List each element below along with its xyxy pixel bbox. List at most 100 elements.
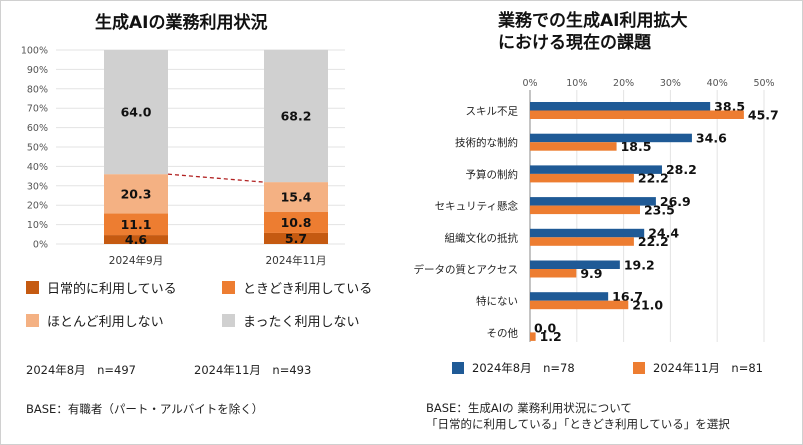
legend-swatch-rarely bbox=[26, 314, 39, 327]
legend-label-daily: 日常的に利用している bbox=[47, 282, 177, 297]
bar bbox=[530, 332, 536, 341]
y-tick-label: 60% bbox=[27, 123, 48, 134]
data-label: 10.8 bbox=[281, 215, 312, 230]
data-label: 4.6 bbox=[125, 232, 147, 247]
data-label: 1.2 bbox=[540, 329, 562, 344]
legend-item-aug: 2024年8月 n=78 bbox=[452, 360, 575, 376]
right-base-note-line-2: 「日常的に利用している」「ときどき利用している」を選択 bbox=[426, 417, 730, 431]
data-label: 22.2 bbox=[638, 234, 669, 249]
legend-label-nov: 2024年11月 n=81 bbox=[653, 361, 763, 375]
legend-item-sometimes: ときどき利用している bbox=[222, 278, 372, 297]
right-title-line-1: 業務での生成AI利用拡大 bbox=[498, 11, 688, 31]
y-tick-label: 20% bbox=[27, 201, 48, 212]
legend-label-sometimes: ときどき利用している bbox=[243, 282, 373, 297]
n-note-aug: 2024年8月 n=497 bbox=[26, 363, 136, 377]
category-label: 予算の制約 bbox=[466, 168, 519, 181]
bar bbox=[530, 102, 711, 111]
y-tick-label: 40% bbox=[27, 162, 48, 173]
category-label: 組織文化の抵抗 bbox=[445, 231, 519, 244]
y-tick-label: 70% bbox=[27, 104, 48, 115]
trend-connector-line bbox=[167, 173, 265, 183]
y-tick-label: 10% bbox=[27, 220, 48, 231]
bar bbox=[530, 110, 744, 119]
data-label: 23.5 bbox=[644, 202, 675, 217]
data-label: 34.6 bbox=[696, 130, 727, 145]
legend-swatch-sometimes bbox=[222, 281, 235, 294]
right-title-line-2: における現在の課題 bbox=[498, 33, 651, 53]
category-label: データの質とアクセス bbox=[414, 263, 518, 276]
data-label: 19.2 bbox=[624, 257, 655, 272]
legend-item-rarely: ほとんど利用しない bbox=[26, 311, 164, 330]
stacked-bar-segment bbox=[104, 50, 168, 175]
bar bbox=[530, 269, 577, 278]
legend-swatch-never bbox=[222, 314, 235, 327]
category-label: その他 bbox=[487, 326, 519, 339]
bar bbox=[530, 165, 662, 174]
legend-item-nov: 2024年11月 n=81 bbox=[633, 360, 763, 376]
y-tick-label: 100% bbox=[21, 46, 48, 57]
data-label: 38.5 bbox=[714, 99, 745, 114]
stacked-bar-segment bbox=[264, 211, 328, 233]
legend-swatch-aug bbox=[452, 362, 464, 374]
right-chart-title: 業務での生成AI利用拡大 における現在の課題 bbox=[498, 10, 687, 54]
legend-swatch-daily bbox=[26, 281, 39, 294]
x-category-label: 2024年9月 bbox=[109, 254, 163, 267]
legend-item-daily: 日常的に利用している bbox=[26, 278, 177, 297]
data-label: 11.1 bbox=[121, 217, 152, 232]
data-label: 45.7 bbox=[748, 107, 779, 122]
stacked-bar-segment bbox=[264, 232, 328, 244]
stacked-bar-segment bbox=[264, 49, 328, 183]
data-label: 5.7 bbox=[285, 231, 307, 246]
right-base-note-line-1: BASE：生成AIの 業務利用状況について bbox=[426, 401, 632, 415]
bar bbox=[530, 173, 634, 183]
left-chart-title: 生成AIの業務利用状況 bbox=[95, 13, 268, 33]
x-tick-label: 0% bbox=[522, 78, 537, 89]
category-label: 特にない bbox=[476, 296, 518, 308]
data-label: 18.5 bbox=[621, 139, 652, 154]
bar bbox=[530, 133, 692, 143]
x-tick-label: 50% bbox=[753, 78, 774, 89]
legend-label-aug: 2024年8月 n=78 bbox=[472, 361, 575, 375]
category-label: スキル不足 bbox=[466, 106, 519, 118]
bar bbox=[530, 205, 640, 215]
data-label: 21.0 bbox=[632, 297, 663, 312]
bar bbox=[530, 197, 656, 206]
y-tick-label: 80% bbox=[27, 84, 48, 95]
x-tick-label: 10% bbox=[566, 78, 587, 89]
y-tick-label: 0% bbox=[33, 240, 48, 251]
bar bbox=[530, 292, 609, 301]
legend-label-never: まったく利用しない bbox=[243, 315, 360, 330]
legend-label-rarely: ほとんど利用しない bbox=[47, 315, 164, 330]
x-tick-label: 20% bbox=[613, 78, 634, 89]
y-tick-label: 90% bbox=[27, 65, 48, 76]
y-tick-label: 50% bbox=[27, 143, 48, 154]
n-note-nov: 2024年11月 n=493 bbox=[194, 363, 312, 377]
data-label: 28.2 bbox=[666, 162, 697, 177]
bar bbox=[530, 260, 620, 269]
stacked-bar-segment bbox=[264, 182, 328, 212]
data-label: 22.2 bbox=[638, 171, 669, 186]
legend-swatch-nov bbox=[633, 362, 645, 374]
bar bbox=[530, 237, 634, 246]
category-label: 技術的な制約 bbox=[455, 136, 518, 149]
legend-item-never: まったく利用しない bbox=[222, 311, 359, 330]
data-label: 15.4 bbox=[281, 190, 312, 205]
category-label: セキュリティ懸念 bbox=[435, 200, 519, 213]
x-tick-label: 40% bbox=[707, 78, 728, 89]
stacked-bar-segment bbox=[104, 213, 168, 236]
bar bbox=[530, 228, 645, 238]
stacked-bar-segment bbox=[104, 235, 168, 244]
data-label: 24.4 bbox=[648, 226, 679, 241]
y-tick-label: 30% bbox=[27, 181, 48, 192]
left-base-note: BASE：有職者（パート・アルバイトを除く） bbox=[26, 402, 264, 416]
x-tick-label: 30% bbox=[660, 78, 681, 89]
data-label: 26.9 bbox=[660, 194, 691, 209]
data-label: 0.0 bbox=[534, 321, 556, 336]
bar bbox=[530, 142, 617, 151]
x-category-label: 2024年11月 bbox=[265, 254, 326, 267]
data-label: 9.9 bbox=[580, 266, 602, 281]
data-label: 68.2 bbox=[281, 108, 312, 123]
data-label: 64.0 bbox=[121, 105, 152, 120]
data-label: 20.3 bbox=[121, 186, 152, 201]
